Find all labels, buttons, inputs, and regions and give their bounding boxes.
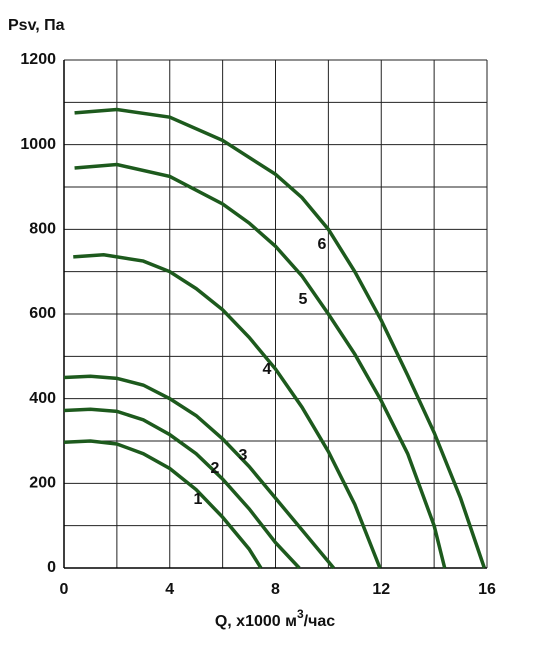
series-label: 5 (299, 291, 308, 308)
series-label: 1 (194, 491, 203, 508)
x-axis-label: Q, x1000 м3/час (215, 607, 335, 630)
y-tick-label: 0 (47, 559, 56, 576)
x-label-after: /час (304, 613, 336, 630)
y-axis-label: Psv, Па (8, 17, 65, 34)
curve (73, 252, 382, 569)
y-tick-label: 200 (29, 475, 56, 492)
x-tick-label: 0 (60, 581, 69, 598)
x-tick-label: 16 (478, 581, 496, 598)
x-label-text: Q, x1000 м (215, 613, 297, 630)
y-tick-label: 800 (29, 221, 56, 238)
series-label: 6 (318, 236, 327, 253)
curve (63, 407, 301, 570)
curve (63, 439, 263, 569)
series-label: 2 (211, 460, 220, 477)
x-tick-label: 8 (271, 581, 280, 598)
y-tick-label: 400 (29, 390, 56, 407)
curve (74, 162, 447, 569)
y-tick-label: 600 (29, 305, 56, 322)
series-label: 4 (263, 361, 272, 378)
x-tick-label: 4 (165, 581, 174, 598)
y-tick-label: 1000 (20, 136, 56, 153)
y-tick-label: 1200 (20, 51, 56, 68)
series-label: 3 (239, 447, 248, 464)
curve (63, 374, 336, 570)
x-tick-label: 12 (372, 581, 390, 598)
x-label-sup: 3 (297, 607, 304, 621)
curve (74, 107, 487, 569)
